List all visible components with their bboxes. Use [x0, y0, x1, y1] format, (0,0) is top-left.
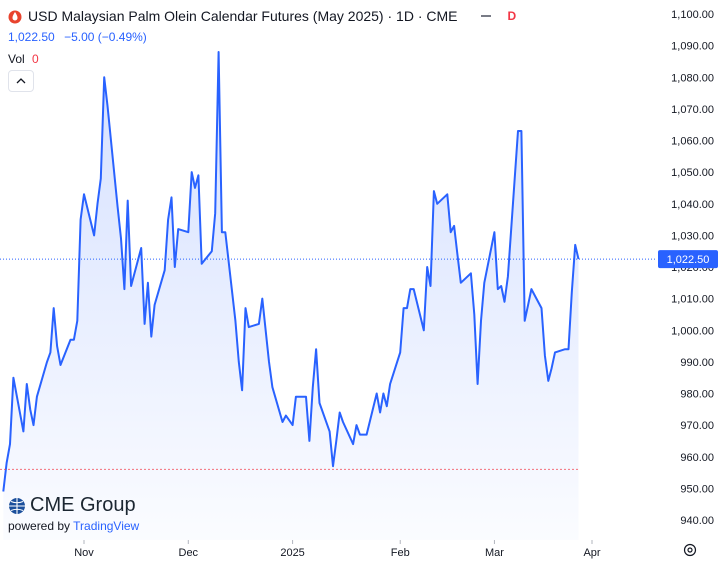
y-tick-label: 990.00: [680, 357, 714, 369]
y-tick-label: 1,090.00: [671, 41, 714, 53]
y-tick-label: 980.00: [680, 389, 714, 401]
y-tick-label: 1,060.00: [671, 136, 714, 148]
price-axis[interactable]: 1,100.00 1,090.00 1,080.00 1,070.00 1,060.00…: [671, 9, 714, 527]
x-tick-label: Dec: [179, 547, 199, 559]
legend: USD Malaysian Palm Olein Calendar Future…: [8, 6, 516, 68]
y-tick-label: 1,010.00: [671, 294, 714, 306]
branding: CME Group powered by TradingView: [8, 494, 139, 533]
minus-icon[interactable]: [481, 15, 492, 17]
y-tick-label: 1,070.00: [671, 104, 714, 116]
tradingview-link[interactable]: TradingView: [73, 519, 140, 533]
symbol-title[interactable]: USD Malaysian Palm Olein Calendar Future…: [28, 8, 458, 24]
volume-value: 0: [32, 52, 39, 66]
x-tick-label: Feb: [391, 547, 410, 559]
y-tick-label: 1,050.00: [671, 167, 714, 179]
settings-gear-icon[interactable]: [683, 543, 697, 557]
y-tick-label: 1,100.00: [671, 9, 714, 21]
y-tick-label: 1,030.00: [671, 230, 714, 242]
price-line[interactable]: [2, 51, 580, 492]
x-tick-label: Nov: [74, 547, 94, 559]
y-tick-label: 970.00: [680, 420, 714, 432]
y-tick-label: 940.00: [680, 515, 714, 527]
chevron-up-icon: [16, 78, 26, 84]
last-price: 1,022.50: [8, 30, 55, 44]
time-axis[interactable]: Nov Dec 2025 Feb Mar Apr: [74, 540, 601, 559]
volume-label: Vol: [8, 52, 25, 66]
collapse-legend-button[interactable]: [8, 70, 34, 92]
y-tick-label: 1,080.00: [671, 72, 714, 84]
cme-drop-icon: [8, 10, 22, 24]
y-tick-label: 1,040.00: [671, 199, 714, 211]
last-price-tag: 1,022.50: [658, 250, 718, 269]
x-tick-label: Apr: [583, 547, 600, 559]
powered-by-text: powered by: [8, 519, 71, 533]
price-change: −5.00 (−0.49%): [64, 30, 147, 44]
cme-logo-text: CME Group: [30, 494, 136, 516]
y-tick-label: 960.00: [680, 452, 714, 464]
x-tick-label: Mar: [485, 547, 504, 559]
price-area-fill: [3, 52, 579, 540]
last-price-tag-text: 1,022.50: [667, 254, 710, 266]
x-tick-label: 2025: [280, 547, 304, 559]
interval-badge[interactable]: D: [507, 9, 517, 23]
y-tick-label: 950.00: [680, 483, 714, 495]
cme-globe-icon: [9, 497, 25, 514]
y-tick-label: 1,000.00: [671, 325, 714, 337]
